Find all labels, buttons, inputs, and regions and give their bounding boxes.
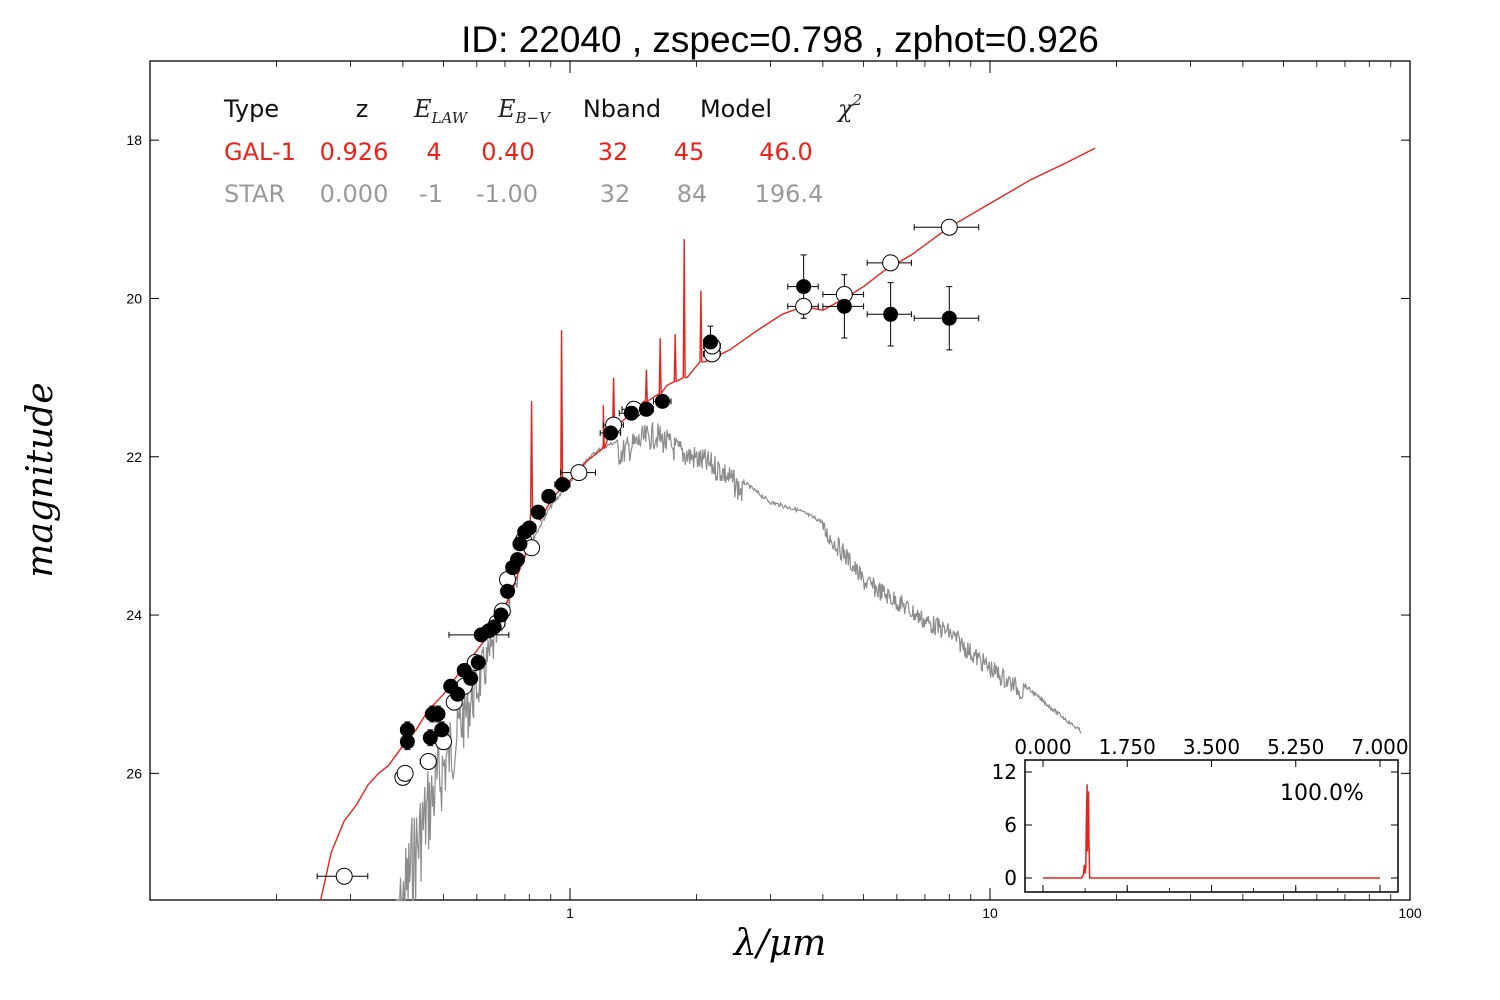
observed-magnitude-point xyxy=(638,401,654,417)
inset-annotation: 100.0% xyxy=(1280,781,1364,806)
observed-magnitude-point xyxy=(399,734,415,750)
table-cell: 84 xyxy=(677,180,708,208)
pdz-curve xyxy=(1043,784,1380,879)
x-tick-label: 100 xyxy=(1398,905,1422,921)
table-row-gal: GAL-1 0.926 4 0.40 32 45 46.0 xyxy=(224,138,813,166)
table-header-ebv: EB−V xyxy=(497,95,552,127)
x-axis-label: λ/μm xyxy=(732,923,826,964)
table-cell: 0.000 xyxy=(320,180,389,208)
inset-frame xyxy=(1024,759,1399,893)
table-cell: -1 xyxy=(419,180,443,208)
observed-magnitude-point xyxy=(450,686,466,702)
inset-x-tick-label: 7.000 xyxy=(1351,735,1408,759)
star-model-spectrum xyxy=(395,422,1082,901)
table-cell: 46.0 xyxy=(759,138,812,166)
table-cell: 196.4 xyxy=(755,180,824,208)
table-header-model: Model xyxy=(700,95,772,123)
observed-magnitude-point xyxy=(541,488,557,504)
inset-y-tick-label: 12 xyxy=(992,760,1017,784)
inset-y-tick-label: 6 xyxy=(1004,813,1017,837)
table-cell: 0.40 xyxy=(481,138,534,166)
model-magnitude-point xyxy=(940,218,958,236)
chart-title: ID: 22040 , zspec=0.798 , zphot=0.926 xyxy=(461,19,1099,60)
observed-magnitude-point xyxy=(702,334,718,350)
observed-magnitude-point xyxy=(521,520,537,536)
observed-magnitude-point xyxy=(530,504,546,520)
observed-magnitude-point xyxy=(493,607,509,623)
table-cell: GAL-1 xyxy=(224,138,296,166)
y-tick-label: 22 xyxy=(126,449,142,465)
x-tick-label: 10 xyxy=(982,905,998,921)
galaxy-model-spectrum xyxy=(320,147,1096,901)
y-tick-label: 24 xyxy=(126,607,142,623)
model-magnitude-point xyxy=(396,764,414,782)
table-cell: -1.00 xyxy=(476,180,538,208)
inset-x-tick-label: 5.250 xyxy=(1267,735,1324,759)
inset-x-tick-label: 0.000 xyxy=(1014,735,1071,759)
model-spectra xyxy=(320,147,1096,901)
table-cell: 4 xyxy=(426,138,441,166)
observed-magnitude-point xyxy=(796,279,812,295)
error-bars xyxy=(316,224,980,880)
observed-magnitude-point xyxy=(510,552,526,568)
observed-magnitude-point xyxy=(486,619,502,635)
observed-magnitude-point xyxy=(430,706,446,722)
table-header-chi2: χ2 xyxy=(836,91,862,123)
observed-magnitude-point xyxy=(654,393,670,409)
x-tick-label: 1 xyxy=(566,905,574,921)
table-header-elaw: ELAW xyxy=(413,95,469,127)
fit-table: Type z ELAW EB−V Nband Model χ2 GAL-1 0.… xyxy=(223,91,862,208)
table-cell: 32 xyxy=(600,180,631,208)
observed-magnitude-point xyxy=(434,722,450,738)
observed-magnitude-point xyxy=(500,583,516,599)
observed-magnitude-point xyxy=(463,670,479,686)
table-cell: 0.926 xyxy=(320,138,389,166)
model-magnitude-point xyxy=(419,752,437,770)
inset-x-tick-label: 3.500 xyxy=(1183,735,1240,759)
inset-ticks: 0.000 1.750 3.500 5.250 7.000 0 6 12 xyxy=(992,735,1409,892)
inset-x-tick-label: 1.750 xyxy=(1099,735,1156,759)
y-tick-label: 20 xyxy=(126,290,142,306)
model-magnitude-point xyxy=(570,464,588,482)
photometry-points xyxy=(335,218,958,885)
observed-magnitude-point xyxy=(623,405,639,421)
table-cell: STAR xyxy=(224,180,285,208)
observed-magnitude-point xyxy=(422,730,438,746)
observed-magnitude-point xyxy=(836,298,852,314)
y-tick-label: 26 xyxy=(126,765,142,781)
y-axis-label: magnitude xyxy=(20,382,61,577)
table-header-z: z xyxy=(356,95,369,123)
observed-magnitude-point xyxy=(555,476,571,492)
table-header-nband: Nband xyxy=(583,95,661,123)
table-cell: 45 xyxy=(674,138,705,166)
table-header-type: Type xyxy=(223,95,279,123)
y-tick-label: 18 xyxy=(126,132,142,148)
observed-magnitude-point xyxy=(603,425,619,441)
table-cell: 32 xyxy=(598,138,629,166)
plot-frame xyxy=(149,60,1411,901)
model-magnitude-point xyxy=(335,867,353,885)
axis-ticks: 18 20 22 24 26 1 10 100 xyxy=(126,61,1422,921)
pdz-inset: 0.000 1.750 3.500 5.250 7.000 0 6 12 100.0% xyxy=(992,735,1409,893)
model-magnitude-point xyxy=(882,254,900,272)
inset-y-tick-label: 0 xyxy=(1004,866,1017,890)
observed-magnitude-point xyxy=(470,655,486,671)
model-magnitude-point xyxy=(795,297,813,315)
observed-magnitude-point xyxy=(941,310,957,326)
observed-magnitude-point xyxy=(883,306,899,322)
table-row-star: STAR 0.000 -1 -1.00 32 84 196.4 xyxy=(224,180,823,208)
